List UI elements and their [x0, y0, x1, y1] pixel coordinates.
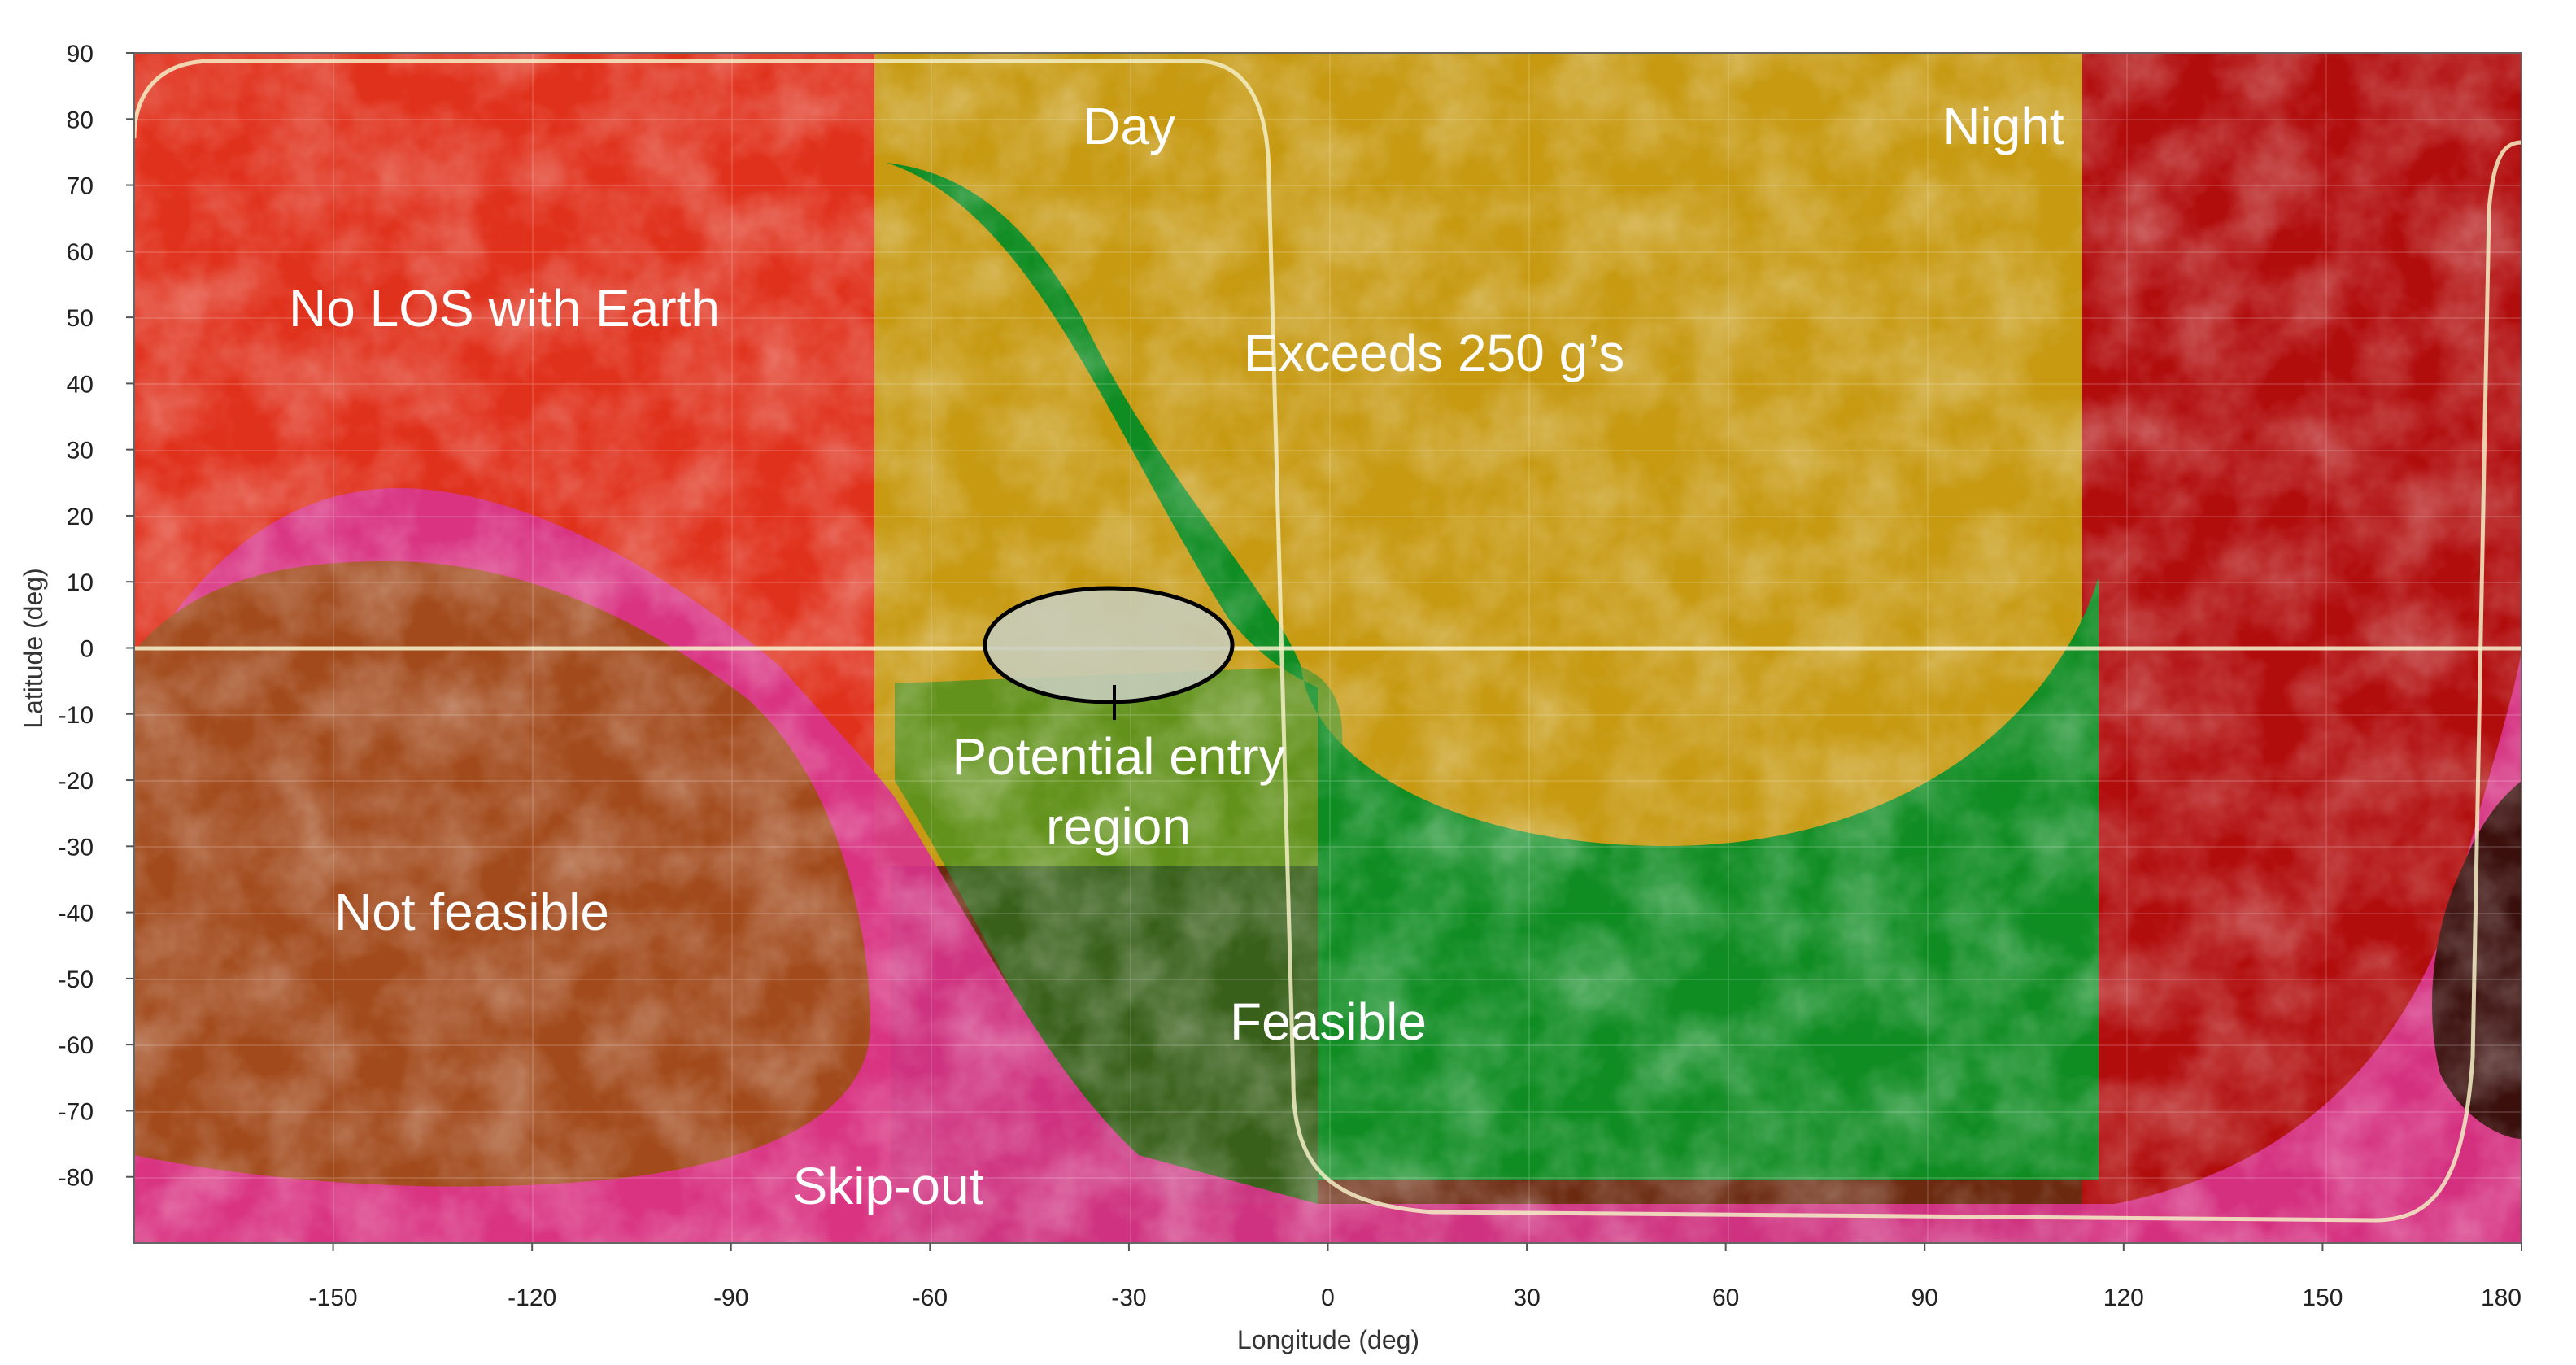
x-tick-label: 150 — [2302, 1284, 2343, 1311]
y-axis-title: Latitude (deg) — [19, 568, 48, 728]
label-no-los: No LOS with Earth — [289, 279, 720, 338]
y-tick-label: -60 — [59, 1032, 94, 1059]
x-tick-label: -30 — [1111, 1284, 1146, 1311]
y-tick-label: 90 — [67, 41, 94, 68]
label-day: Day — [1083, 97, 1175, 155]
day-night-boundary — [134, 59, 2522, 1223]
plot-area — [134, 53, 2522, 1243]
x-tick-label: -150 — [309, 1284, 358, 1311]
y-tick-label: -80 — [59, 1165, 94, 1192]
label-potential-entry-line1: Potential entry — [952, 727, 1284, 786]
y-tick-label: 80 — [67, 107, 94, 133]
y-tick-label: 40 — [67, 371, 94, 398]
y-tick-label: 50 — [67, 305, 94, 332]
x-tick-label: 0 — [1321, 1284, 1335, 1311]
x-tick-label: -60 — [913, 1284, 948, 1311]
x-tick-label: 90 — [1911, 1284, 1938, 1311]
label-feasible: Feasible — [1230, 992, 1427, 1051]
label-exceeds-250g: Exceeds 250 g’s — [1244, 324, 1624, 382]
y-tick-label: 70 — [67, 173, 94, 200]
x-axis-ticks: -150 -120 -90 -60 -30 0 30 60 90 120 150 180 — [309, 1243, 2522, 1311]
potential-entry-ellipse — [983, 586, 1235, 704]
y-tick-label: -10 — [59, 702, 94, 729]
label-not-feasible: Not feasible — [334, 883, 609, 941]
y-tick-label: -20 — [59, 768, 94, 795]
y-tick-label: -40 — [59, 901, 94, 927]
x-tick-label: 180 — [2481, 1284, 2522, 1311]
y-tick-label: -70 — [59, 1098, 94, 1125]
y-tick-label: -50 — [59, 966, 94, 993]
x-tick-label: 30 — [1513, 1284, 1540, 1311]
y-tick-label: 10 — [67, 569, 94, 596]
label-potential-entry-line2: region — [1046, 797, 1191, 856]
x-tick-label: -120 — [508, 1284, 556, 1311]
label-skip-out: Skip-out — [793, 1157, 984, 1215]
x-tick-label: -90 — [713, 1284, 748, 1311]
region-labels: Day Night No LOS with Earth Exceeds 250 … — [289, 97, 2064, 1215]
y-tick-label: 30 — [67, 438, 94, 464]
grid-lines — [134, 53, 2522, 1243]
y-axis-ticks: 90 80 70 60 50 40 30 20 10 0 -10 -20 -30 -40 -50 -60 -70… — [59, 41, 134, 1192]
y-tick-label: 0 — [80, 636, 94, 663]
x-tick-label: 60 — [1712, 1284, 1739, 1311]
x-tick-label: 120 — [2103, 1284, 2144, 1311]
label-night: Night — [1942, 97, 2064, 155]
x-axis-title: Longitude (deg) — [1237, 1325, 1419, 1354]
y-tick-label: -30 — [59, 834, 94, 861]
y-tick-label: 20 — [67, 504, 94, 530]
y-tick-label: 60 — [67, 239, 94, 266]
